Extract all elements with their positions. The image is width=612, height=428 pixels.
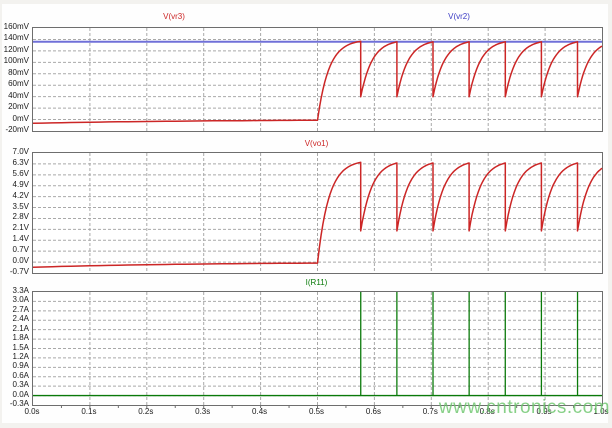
y-tick-label: 2.1A [12, 323, 29, 333]
y-tick-label: 0mV [12, 113, 29, 123]
plot-canvas [32, 153, 603, 273]
y-tick-label: 1.8A [12, 333, 29, 343]
trace-label-vo1: V(vo1) [304, 139, 329, 148]
x-tick-label: 0.7s [422, 407, 438, 416]
y-tick-label: 0.9A [12, 361, 29, 371]
y-tick-label: 2.7A [12, 304, 29, 314]
y-tick-label: 160mV [3, 22, 29, 31]
y-tick-label: 5.6V [12, 168, 29, 178]
y-tick-label: 7.0V [12, 147, 29, 156]
plot-canvas [33, 292, 602, 408]
y-tick-label: 2.1V [12, 223, 29, 233]
x-tick-label: 0.8s [479, 407, 495, 416]
y-tick-label: 3.3A [12, 286, 29, 295]
y-tick-label: 1.4V [12, 234, 29, 244]
y-tick-label: 140mV [3, 33, 29, 43]
trace-legend-vr2: V(vr2) [317, 12, 601, 22]
trace-legend-r11: I(R11) [32, 278, 601, 288]
y-tick-label: 120mV [3, 44, 29, 54]
y-tick-label: -0.3A [9, 399, 29, 408]
y-tick-label: 3.0A [12, 295, 29, 305]
watermark-text: www.cntronics.com [438, 397, 610, 418]
y-tick-label: 0.0A [12, 389, 29, 399]
y-tick-label: 1.2A [12, 351, 29, 361]
trace-legend-vo1: V(vo1) [32, 139, 601, 149]
y-tick-label: 3.5V [12, 201, 29, 211]
trace-label-vr3: V(vr3) [163, 12, 185, 21]
y-tick-label: 1.5A [12, 342, 29, 352]
plot-area-voltage-vr[interactable] [32, 27, 603, 132]
x-tick-label: 0.9s [536, 407, 552, 416]
y-tick-label: 100mV [3, 56, 29, 66]
y-tick-label: 0.6A [12, 370, 29, 380]
y-tick-label: 60mV [8, 79, 29, 89]
y-tick-label: 80mV [8, 67, 29, 77]
y-tick-label: 6.3V [12, 157, 29, 167]
plot-area-voltage-vo1[interactable] [32, 152, 603, 274]
y-tick-label: 0.7V [12, 245, 29, 255]
y-tick-label: 4.9V [12, 179, 29, 189]
y-tick-label: 2.8V [12, 212, 29, 222]
y-tick-label: 20mV [8, 102, 29, 112]
x-tick-label: 0.2s [138, 407, 154, 416]
y-tick-label: 40mV [8, 90, 29, 100]
x-tick-label: 0.3s [195, 407, 211, 416]
plot-area-current-r11[interactable] [32, 291, 603, 408]
trace-label-r11: I(R11) [305, 278, 328, 287]
x-tick-label: 0.5s [308, 407, 325, 416]
y-tick-label: 0.0V [12, 256, 29, 266]
x-tick-label: 1.0s [593, 407, 609, 416]
trace-label-vr2: V(vr2) [448, 12, 470, 21]
trace-legend-vr3: V(vr3) [32, 12, 316, 22]
y-tick-label: -20mV [5, 125, 29, 134]
x-tick-label: 0.4s [252, 407, 268, 416]
trace-V(vo1) [32, 161, 603, 268]
x-tick-label: 0.0s [24, 407, 40, 416]
y-tick-label: 2.4A [12, 314, 29, 324]
x-tick-label: 0.6s [365, 407, 381, 416]
trace-V(vr3) [32, 40, 603, 125]
y-tick-label: 4.2V [12, 190, 29, 200]
x-tick-label: 0.1s [81, 407, 97, 416]
y-tick-label: 0.3A [12, 380, 29, 390]
plot-canvas [32, 28, 603, 131]
y-tick-label: -0.7V [9, 267, 29, 276]
